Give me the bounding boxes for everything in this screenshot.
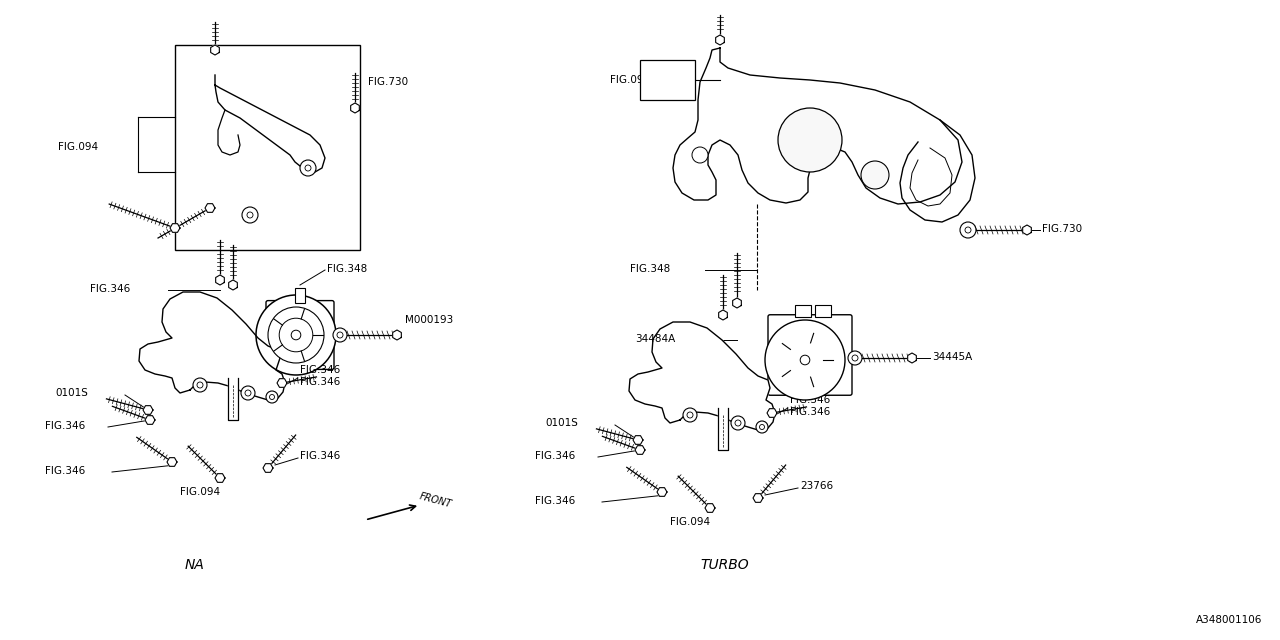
Circle shape [778, 108, 842, 172]
Circle shape [776, 332, 833, 388]
Circle shape [687, 412, 692, 418]
Polygon shape [229, 280, 237, 290]
Polygon shape [732, 298, 741, 308]
Text: A348001106: A348001106 [1196, 615, 1262, 625]
Polygon shape [143, 406, 154, 414]
Polygon shape [215, 474, 225, 483]
Polygon shape [170, 223, 180, 232]
FancyBboxPatch shape [768, 315, 852, 396]
Circle shape [965, 227, 972, 233]
Text: FIG.094: FIG.094 [58, 143, 99, 152]
Circle shape [241, 386, 255, 400]
Polygon shape [140, 292, 285, 400]
Text: FIG.346: FIG.346 [535, 451, 575, 461]
Polygon shape [673, 48, 963, 204]
Circle shape [292, 330, 301, 340]
Text: TURBO: TURBO [700, 558, 749, 572]
Circle shape [735, 420, 741, 426]
Circle shape [759, 424, 764, 429]
Text: 0101S: 0101S [55, 388, 88, 398]
Polygon shape [635, 445, 645, 454]
Circle shape [256, 295, 335, 375]
Polygon shape [228, 378, 238, 420]
Polygon shape [393, 330, 402, 340]
Circle shape [268, 307, 324, 363]
Polygon shape [753, 493, 763, 502]
Text: FIG.346: FIG.346 [45, 421, 86, 431]
Polygon shape [628, 322, 774, 430]
Polygon shape [166, 458, 177, 467]
Polygon shape [767, 409, 777, 417]
Text: FIG.348: FIG.348 [630, 264, 671, 274]
Polygon shape [900, 120, 975, 222]
Circle shape [333, 328, 347, 342]
Circle shape [849, 351, 861, 365]
Circle shape [279, 318, 312, 352]
Polygon shape [215, 275, 224, 285]
Circle shape [300, 160, 316, 176]
Text: 34445A: 34445A [932, 352, 973, 362]
Text: FIG.346: FIG.346 [45, 466, 86, 476]
Text: FIG.346: FIG.346 [790, 395, 831, 405]
Polygon shape [634, 436, 643, 444]
Bar [815, 305, 831, 317]
Circle shape [684, 408, 698, 422]
Text: FIG.346: FIG.346 [90, 284, 131, 294]
Circle shape [247, 212, 253, 218]
Circle shape [337, 332, 343, 338]
Polygon shape [351, 103, 360, 113]
Text: FIG.730: FIG.730 [369, 77, 408, 87]
Polygon shape [716, 35, 724, 45]
Circle shape [266, 391, 278, 403]
Circle shape [731, 416, 745, 430]
Circle shape [244, 390, 251, 396]
Text: FIG.730: FIG.730 [1042, 224, 1082, 234]
Circle shape [960, 222, 977, 238]
Text: FIG.348: FIG.348 [326, 264, 367, 274]
Polygon shape [908, 353, 916, 363]
Circle shape [765, 320, 845, 400]
Circle shape [270, 394, 274, 399]
Text: 23766: 23766 [800, 481, 833, 491]
Text: FIG.346: FIG.346 [300, 377, 340, 387]
Text: FIG.346: FIG.346 [535, 496, 575, 506]
Polygon shape [215, 75, 325, 172]
Circle shape [305, 165, 311, 171]
Text: 0101S: 0101S [545, 418, 577, 428]
Circle shape [861, 161, 890, 189]
Bar [795, 305, 812, 317]
Text: FRONT: FRONT [419, 491, 453, 509]
Circle shape [197, 382, 204, 388]
Circle shape [193, 378, 207, 392]
Bar [640, 60, 695, 100]
Polygon shape [276, 379, 287, 387]
Circle shape [800, 355, 810, 365]
Text: FIG.346: FIG.346 [300, 365, 340, 375]
Text: NA: NA [186, 558, 205, 572]
Polygon shape [705, 504, 716, 513]
Circle shape [692, 147, 708, 163]
Circle shape [242, 207, 259, 223]
Polygon shape [145, 415, 155, 424]
Polygon shape [718, 408, 728, 450]
Text: 34484A: 34484A [635, 334, 676, 344]
Text: M000193: M000193 [404, 315, 453, 325]
Text: FIG.094: FIG.094 [669, 517, 710, 527]
Circle shape [756, 421, 768, 433]
Text: FIG.346: FIG.346 [300, 451, 340, 461]
Text: FIG.346: FIG.346 [790, 407, 831, 417]
Polygon shape [262, 463, 273, 472]
Bar [294, 287, 305, 303]
Polygon shape [718, 310, 727, 320]
Circle shape [852, 355, 858, 361]
Polygon shape [1023, 225, 1032, 235]
Text: FIG.094: FIG.094 [611, 75, 650, 85]
FancyBboxPatch shape [266, 301, 334, 369]
Polygon shape [211, 45, 219, 55]
Bar [175, 45, 360, 250]
Circle shape [787, 342, 823, 378]
Polygon shape [205, 204, 215, 212]
Polygon shape [657, 488, 667, 497]
Text: FIG.094: FIG.094 [180, 487, 220, 497]
